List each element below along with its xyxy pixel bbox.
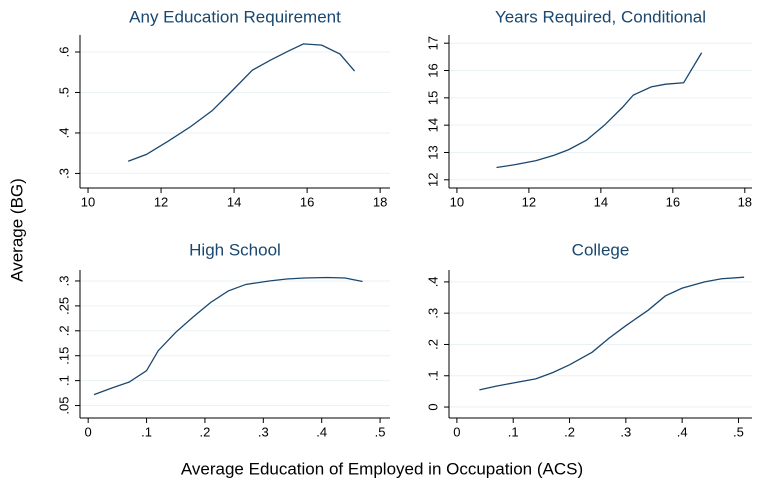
x-tick-label: .4 <box>677 424 688 439</box>
y-tick-label: 0 <box>425 403 440 410</box>
panel-title: Any Education Requirement <box>129 7 341 26</box>
panel-title: Years Required, Conditional <box>495 7 706 26</box>
y-tick-label: 13 <box>425 145 440 159</box>
data-line <box>496 52 703 169</box>
x-tick-label: .5 <box>375 424 386 439</box>
y-tick-label: .2 <box>56 325 71 336</box>
x-tick-label: .3 <box>258 424 269 439</box>
x-tick-label: 14 <box>594 194 608 209</box>
y-tick-label: 16 <box>425 63 440 77</box>
y-tick-label: .05 <box>56 397 71 415</box>
x-tick-label: 18 <box>738 194 752 209</box>
x-tick-label: 0 <box>85 424 92 439</box>
y-tick-label: .15 <box>56 347 71 365</box>
y-tick-label: .1 <box>56 375 71 386</box>
y-tick-label: 14 <box>425 118 440 132</box>
y-tick-label: .4 <box>425 276 440 287</box>
x-tick-label: .2 <box>564 424 575 439</box>
y-tick-label: .3 <box>425 308 440 319</box>
y-axis-title: Average (BG) <box>7 178 26 282</box>
panel-title: High School <box>189 240 281 259</box>
x-tick-label: .4 <box>316 424 327 439</box>
y-tick-label: .3 <box>56 168 71 179</box>
x-tick-label: .2 <box>200 424 211 439</box>
panel-title: College <box>572 240 630 259</box>
x-tick-label: 10 <box>450 194 464 209</box>
data-line <box>127 43 356 162</box>
y-tick-label: 15 <box>425 91 440 105</box>
y-tick-label: .1 <box>425 370 440 381</box>
x-tick-label: .1 <box>508 424 519 439</box>
x-tick-label: 16 <box>666 194 680 209</box>
x-tick-label: 12 <box>154 194 168 209</box>
x-axis-title: Average Education of Employed in Occupat… <box>181 459 583 478</box>
x-tick-label: .5 <box>733 424 744 439</box>
y-tick-label: .4 <box>56 128 71 139</box>
data-line <box>479 276 745 391</box>
x-tick-label: 12 <box>522 194 536 209</box>
x-tick-label: .3 <box>620 424 631 439</box>
y-tick-label: 12 <box>425 173 440 187</box>
x-tick-label: 0 <box>453 424 460 439</box>
y-tick-label: .2 <box>425 339 440 350</box>
data-line <box>93 276 363 396</box>
x-tick-label: 14 <box>227 194 241 209</box>
y-tick-label: .25 <box>56 297 71 315</box>
x-tick-label: 10 <box>81 194 95 209</box>
x-tick-label: 16 <box>300 194 314 209</box>
y-tick-label: .6 <box>56 47 71 58</box>
y-tick-label: .3 <box>56 276 71 287</box>
x-tick-label: .1 <box>141 424 152 439</box>
y-tick-label: .5 <box>56 87 71 98</box>
x-tick-label: 18 <box>373 194 387 209</box>
y-tick-label: 17 <box>425 36 440 50</box>
